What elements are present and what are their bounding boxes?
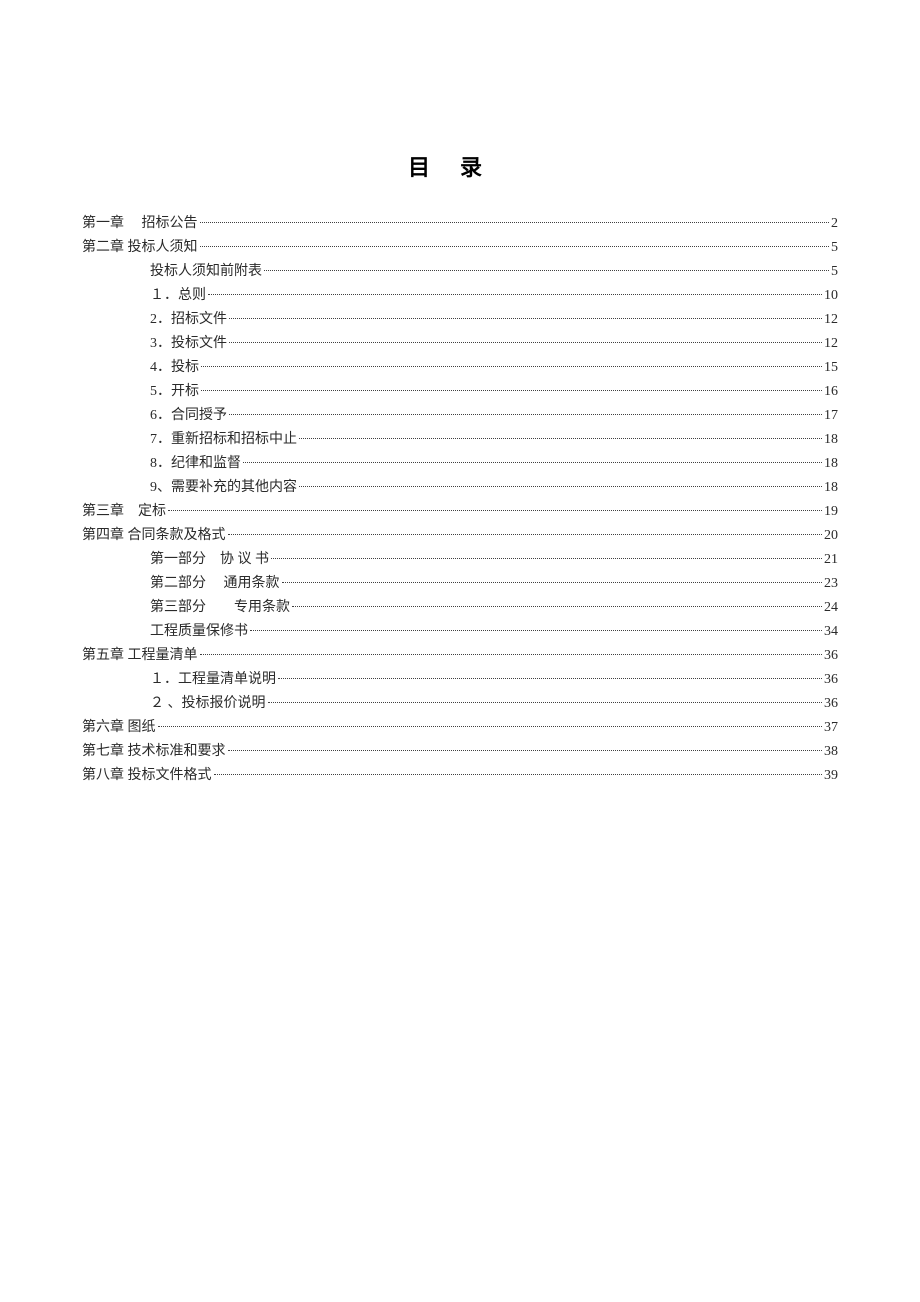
toc-entry-label: 第二章 投标人须知 — [82, 236, 198, 260]
toc-entry-label: 第一章 招标公告 — [82, 212, 198, 236]
toc-entry-label: 第四章 合同条款及格式 — [82, 524, 226, 548]
toc-entry: 工程质量保修书 34 — [82, 620, 838, 644]
toc-entry-page: 5 — [831, 236, 838, 260]
toc-entry-page: 15 — [824, 356, 838, 380]
toc-leader-dots — [264, 270, 829, 271]
toc-entry-label: 第七章 技术标准和要求 — [82, 740, 226, 764]
toc-entry-page: 18 — [824, 452, 838, 476]
toc-entry: 第六章 图纸 37 — [82, 716, 838, 740]
toc-entry: 5．开标 16 — [82, 380, 838, 404]
toc-entry: １．工程量清单说明 36 — [82, 668, 838, 692]
toc-entry: １．总则 10 — [82, 284, 838, 308]
toc-entry-label: 第二部分 通用条款 — [150, 572, 280, 596]
toc-entry-label: 7．重新招标和招标中止 — [150, 428, 297, 452]
toc-entry-page: 12 — [824, 308, 838, 332]
toc-leader-dots — [292, 606, 822, 607]
toc-leader-dots — [299, 438, 822, 439]
toc-leader-dots — [229, 342, 822, 343]
toc-entry: 第四章 合同条款及格式 20 — [82, 524, 838, 548]
toc-entry-label: 第六章 图纸 — [82, 716, 156, 740]
toc-entry-page: 10 — [824, 284, 838, 308]
toc-entry-label: １．总则 — [150, 284, 206, 308]
toc-leader-dots — [228, 534, 823, 535]
toc-entry-page: 36 — [824, 668, 838, 692]
toc-entry: 4．投标 15 — [82, 356, 838, 380]
toc-entry-label: 第三章 定标 — [82, 500, 166, 524]
toc-leader-dots — [201, 390, 822, 391]
toc-entry-label: 工程质量保修书 — [150, 620, 248, 644]
toc-entry: 第八章 投标文件格式 39 — [82, 764, 838, 788]
toc-entry-label: 2．招标文件 — [150, 308, 227, 332]
toc-leader-dots — [229, 414, 822, 415]
toc-entry: 第三章 定标 19 — [82, 500, 838, 524]
toc-leader-dots — [278, 678, 822, 679]
toc-title: 目录 — [82, 150, 838, 182]
toc-entry-label: 第五章 工程量清单 — [82, 644, 198, 668]
toc-entry-label: 第三部分 专用条款 — [150, 596, 290, 620]
toc-leader-dots — [271, 558, 822, 559]
toc-entry: ２ 、投标报价说明 36 — [82, 692, 838, 716]
toc-entry-page: 36 — [824, 644, 838, 668]
toc-entry-page: 12 — [824, 332, 838, 356]
toc-leader-dots — [214, 774, 823, 775]
toc-leader-dots — [228, 750, 823, 751]
toc-entry: 第二章 投标人须知 5 — [82, 236, 838, 260]
toc-entry-page: 2 — [831, 212, 838, 236]
toc-entry-label: 投标人须知前附表 — [150, 260, 262, 284]
toc-leader-dots — [250, 630, 822, 631]
toc-entry-label: 4．投标 — [150, 356, 199, 380]
toc-entry-label: 第八章 投标文件格式 — [82, 764, 212, 788]
toc-leader-dots — [229, 318, 822, 319]
toc-leader-dots — [208, 294, 822, 295]
toc-entry-page: 37 — [824, 716, 838, 740]
toc-entry-label: 5．开标 — [150, 380, 199, 404]
toc-leader-dots — [168, 510, 822, 511]
toc-entry-page: 19 — [824, 500, 838, 524]
toc-entry-page: 18 — [824, 476, 838, 500]
toc-entry: 第一部分 协 议 书 21 — [82, 548, 838, 572]
toc-entry: 8．纪律和监督 18 — [82, 452, 838, 476]
toc-entry-page: 18 — [824, 428, 838, 452]
table-of-contents: 第一章 招标公告2第二章 投标人须知5投标人须知前附表5１．总则102．招标文件… — [82, 212, 838, 788]
toc-leader-dots — [200, 246, 830, 247]
toc-entry: 9、需要补充的其他内容 18 — [82, 476, 838, 500]
toc-entry-page: 17 — [824, 404, 838, 428]
toc-entry: 3．投标文件 12 — [82, 332, 838, 356]
toc-entry: 第一章 招标公告 2 — [82, 212, 838, 236]
toc-entry-label: 6．合同授予 — [150, 404, 227, 428]
toc-entry-page: 23 — [824, 572, 838, 596]
toc-entry-label: 3．投标文件 — [150, 332, 227, 356]
toc-entry-page: 16 — [824, 380, 838, 404]
toc-entry: 6．合同授予 17 — [82, 404, 838, 428]
toc-leader-dots — [282, 582, 823, 583]
toc-leader-dots — [299, 486, 822, 487]
toc-entry-label: ２ 、投标报价说明 — [150, 692, 266, 716]
toc-entry-label: １．工程量清单说明 — [150, 668, 276, 692]
toc-entry-label: 第一部分 协 议 书 — [150, 548, 269, 572]
toc-leader-dots — [268, 702, 823, 703]
toc-entry: 第七章 技术标准和要求 38 — [82, 740, 838, 764]
toc-leader-dots — [158, 726, 823, 727]
toc-entry-page: 20 — [824, 524, 838, 548]
toc-leader-dots — [200, 654, 823, 655]
toc-entry: 第五章 工程量清单 36 — [82, 644, 838, 668]
toc-entry-page: 5 — [831, 260, 838, 284]
toc-leader-dots — [243, 462, 822, 463]
toc-entry: 第二部分 通用条款 23 — [82, 572, 838, 596]
toc-entry-label: 8．纪律和监督 — [150, 452, 241, 476]
toc-entry-label: 9、需要补充的其他内容 — [150, 476, 297, 500]
toc-entry: 第三部分 专用条款 24 — [82, 596, 838, 620]
toc-entry-page: 24 — [824, 596, 838, 620]
toc-entry: 7．重新招标和招标中止 18 — [82, 428, 838, 452]
toc-entry-page: 38 — [824, 740, 838, 764]
toc-entry-page: 21 — [824, 548, 838, 572]
toc-entry-page: 39 — [824, 764, 838, 788]
toc-leader-dots — [200, 222, 830, 223]
toc-entry: 2．招标文件 12 — [82, 308, 838, 332]
toc-entry: 投标人须知前附表 5 — [82, 260, 838, 284]
toc-leader-dots — [201, 366, 822, 367]
toc-entry-page: 36 — [824, 692, 838, 716]
toc-entry-page: 34 — [824, 620, 838, 644]
